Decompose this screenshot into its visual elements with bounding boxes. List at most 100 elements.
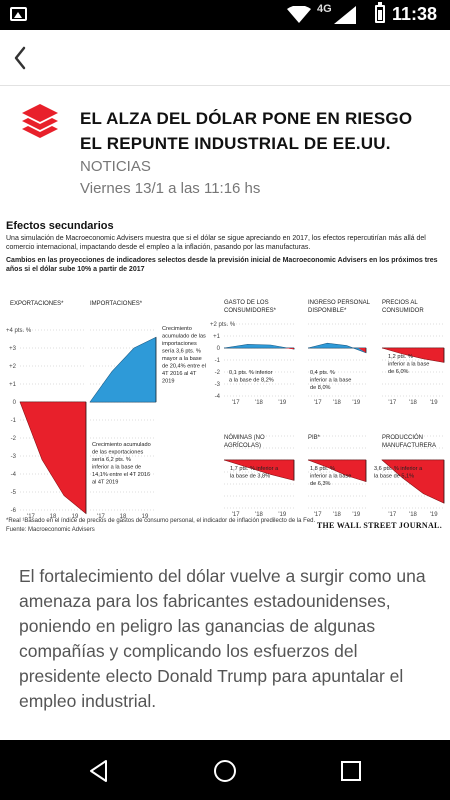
x-tick-label: '19 bbox=[352, 400, 360, 406]
x-tick-label: '18 bbox=[333, 512, 341, 518]
navigation-bar bbox=[0, 740, 450, 800]
x-tick-label: '17 bbox=[97, 514, 105, 518]
y-tick-label: -3 bbox=[11, 454, 17, 460]
back-arrow-icon[interactable] bbox=[4, 38, 44, 78]
series-area bbox=[223, 459, 295, 481]
unit-label: +2 pts. % bbox=[210, 322, 236, 328]
x-tick-label: '17 bbox=[314, 400, 322, 406]
stack-logo-icon bbox=[22, 104, 58, 138]
chart-title: MANUFACTURERA bbox=[382, 443, 436, 449]
chart-annotation: 1,2 pts. % bbox=[388, 354, 413, 360]
chart-title: AGRÍCOLAS) bbox=[224, 442, 261, 449]
x-tick-label: 18 bbox=[50, 514, 57, 518]
series-area bbox=[223, 344, 295, 350]
chart-annotation: sería 3,6 pts. % bbox=[162, 349, 201, 355]
y-tick-label: -5 bbox=[11, 490, 17, 496]
battery-icon bbox=[375, 2, 385, 23]
series-area bbox=[89, 336, 157, 403]
chart-annotation: 3,6 pts. % inferior a bbox=[374, 466, 423, 472]
y-tick-label: -4 bbox=[215, 394, 221, 400]
y-tick-label: +1 bbox=[213, 334, 221, 340]
x-tick-label: '17 bbox=[388, 512, 396, 518]
signal-icon bbox=[334, 6, 356, 24]
nav-back-icon[interactable] bbox=[84, 756, 114, 786]
status-bar: 4G 11:38 bbox=[0, 0, 450, 30]
infographic: Efectos secundarios Una simulación de Ma… bbox=[4, 218, 446, 548]
chart-annotation: de 6,3% bbox=[310, 481, 331, 487]
series-area bbox=[381, 459, 445, 504]
figure-source: Fuente: Macroeconomic Advisers bbox=[6, 527, 95, 533]
chart-annotation: 1,8 pts. % bbox=[310, 466, 335, 472]
chart-annotation: importaciones bbox=[162, 341, 197, 347]
chart-annotation: 1,7 pts. % inferior a bbox=[230, 466, 279, 472]
chart-annotation: 14,1% entre el 4T 2016 bbox=[92, 472, 150, 478]
x-tick-label: 18 bbox=[120, 514, 127, 518]
x-tick-label: '18 bbox=[255, 400, 263, 406]
figure-note: *Real ¹Basado en el índice de precios de… bbox=[6, 518, 316, 524]
chart-annotation: la base de 3,8% bbox=[230, 474, 270, 480]
y-tick-label: -6 bbox=[11, 508, 17, 514]
x-tick-label: '17 bbox=[388, 400, 396, 406]
chart-annotation: 0,1 pts. % inferior bbox=[229, 370, 273, 376]
charts-canvas: EXPORTACIONES* +3 +2 +1 0 -1 -2 -3 -4 -5 -6 +4 pts.… bbox=[6, 300, 445, 518]
chart-annotation: Crecimiento acumulado bbox=[92, 442, 151, 448]
x-tick-label: '18 bbox=[409, 512, 417, 518]
chart-annotation: Crecimiento bbox=[162, 326, 192, 332]
chart-title: GASTO DE LOS bbox=[224, 300, 269, 306]
x-tick-label: '19 bbox=[352, 512, 360, 518]
x-tick-label: '17 bbox=[314, 512, 322, 518]
chart-annotation: 0,4 pts. % bbox=[310, 370, 335, 376]
x-tick-label: '19 bbox=[430, 400, 438, 406]
y-tick-label: -3 bbox=[215, 382, 221, 388]
chart-title: CONSUMIDORES* bbox=[224, 308, 277, 314]
series-area-negative bbox=[284, 348, 294, 350]
x-tick-label: '18 bbox=[333, 400, 341, 406]
y-tick-label: -2 bbox=[11, 436, 17, 442]
figure-description: Una simulación de Macroeconomic Advisers… bbox=[6, 235, 426, 251]
publisher-credit: THE WALL STREET JOURNAL. bbox=[316, 521, 442, 530]
chart-annotation: a la base de 8,2% bbox=[229, 378, 274, 384]
chart-annotation: inferior a la base bbox=[310, 474, 351, 480]
article-header: EL ALZA DEL DÓLAR PONE EN RIESGO EL REPU… bbox=[0, 88, 450, 206]
chart-title: PRODUCCIÓN bbox=[382, 434, 423, 441]
chart-annotation: la base de 5,1% bbox=[374, 474, 414, 480]
x-tick-label: '19 bbox=[278, 400, 286, 406]
chart-annotation: sería 6,2 pts. % bbox=[92, 457, 131, 463]
chart-title: NÓMINAS (NO bbox=[224, 434, 265, 441]
x-tick-label: 19 bbox=[72, 514, 79, 518]
chart-annotation: inferior a la base de bbox=[92, 465, 141, 471]
series-area bbox=[381, 347, 445, 363]
y-tick-label: -4 bbox=[11, 472, 17, 478]
x-tick-label: '19 bbox=[278, 512, 286, 518]
y-tick-label: +3 bbox=[9, 346, 17, 352]
chart-annotation: 4T 2016 al 4T bbox=[162, 371, 197, 377]
x-tick-label: '17 bbox=[232, 512, 240, 518]
y-tick-label: 0 bbox=[217, 346, 221, 352]
x-tick-label: '17 bbox=[27, 514, 35, 518]
nav-home-icon[interactable] bbox=[210, 756, 240, 786]
chart-annotation: 2019 bbox=[162, 379, 174, 385]
chart-title: EXPORTACIONES* bbox=[10, 301, 64, 307]
x-tick-label: '17 bbox=[232, 400, 240, 406]
headline: EL ALZA DEL DÓLAR PONE EN RIESGO EL REPU… bbox=[80, 109, 413, 153]
x-tick-label: '18 bbox=[409, 400, 417, 406]
chart-title: IMPORTACIONES* bbox=[90, 301, 143, 307]
series-area bbox=[307, 342, 367, 354]
chart-annotation: de 8,0% bbox=[310, 385, 331, 391]
y-tick-label: -2 bbox=[215, 370, 221, 376]
chart-title: INGRESO PERSONAL bbox=[308, 300, 371, 306]
publish-date: Viernes 13/1 a las 11:16 hs bbox=[80, 180, 261, 197]
y-tick-label: +1 bbox=[9, 382, 17, 388]
chart-annotation: inferior a la base bbox=[388, 362, 429, 368]
chart-annotation: acumulado de las bbox=[162, 334, 206, 340]
x-tick-label: '19 bbox=[430, 512, 438, 518]
network-type: 4G bbox=[317, 3, 332, 15]
series-area bbox=[19, 401, 87, 515]
chart-annotation: inferior a la base bbox=[310, 378, 351, 384]
chart-title: CONSUMIDOR bbox=[382, 308, 424, 314]
gallery-notification-icon bbox=[10, 7, 27, 21]
chart-annotation: al 4T 2019 bbox=[92, 480, 118, 486]
unit-label: +4 pts. % bbox=[6, 328, 32, 334]
nav-recent-apps-icon[interactable] bbox=[336, 756, 366, 786]
